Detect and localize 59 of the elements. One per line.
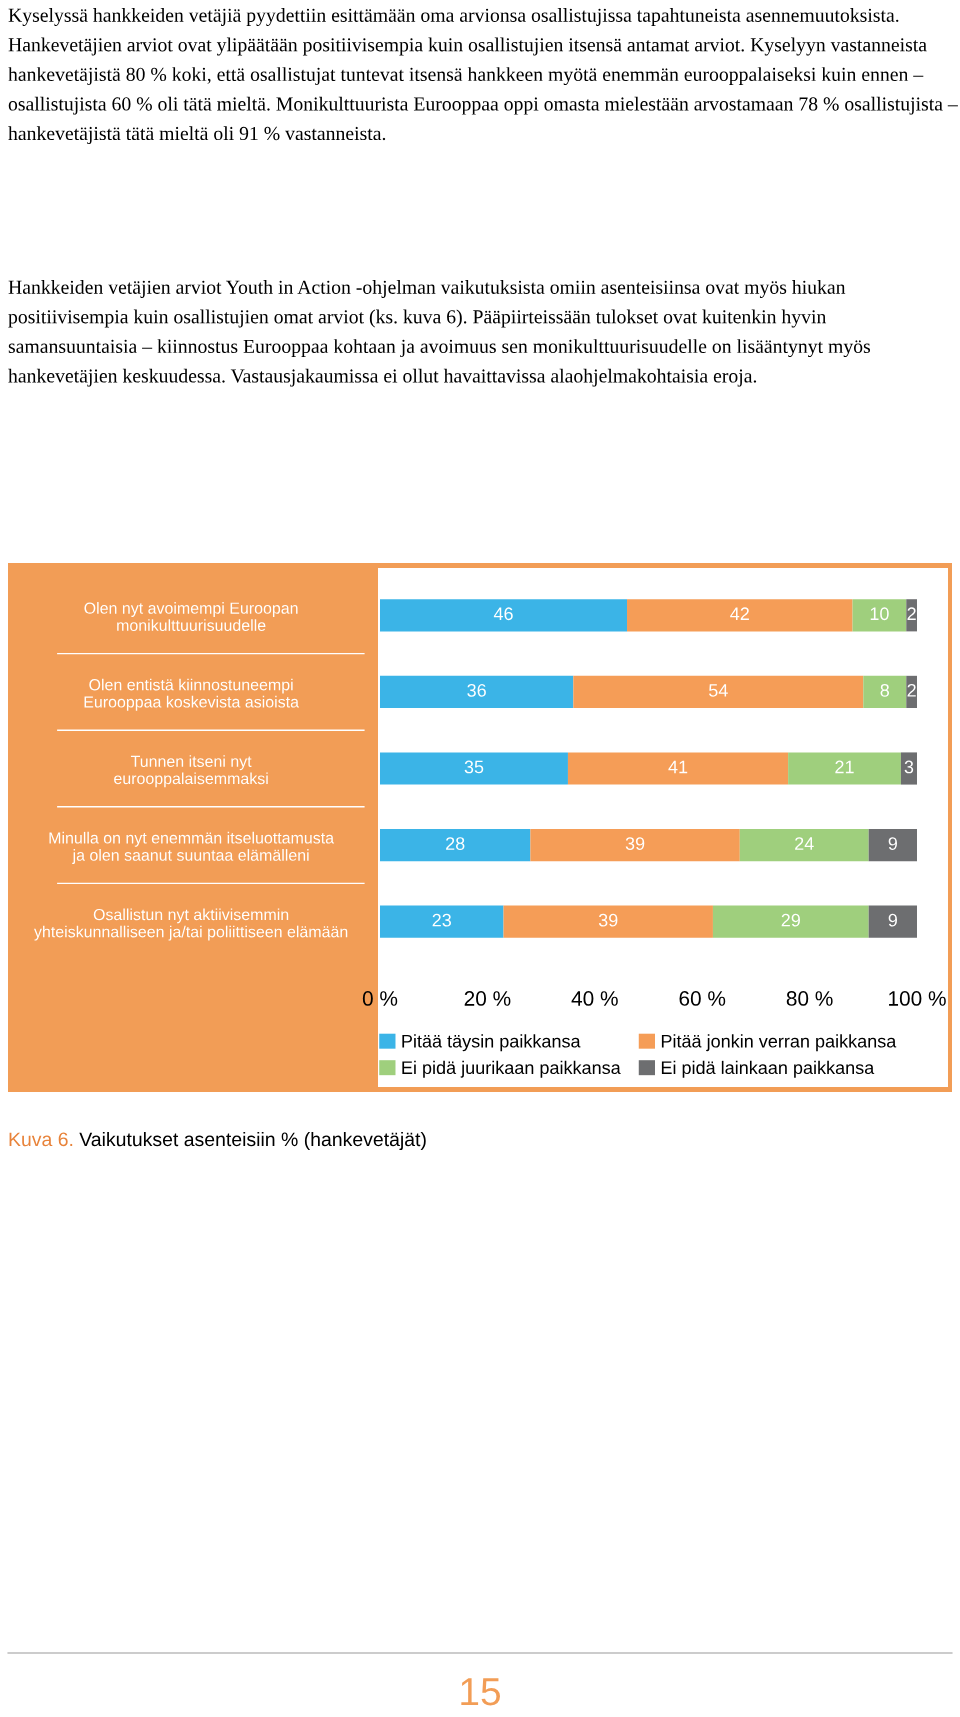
data-label: 36 — [467, 683, 486, 697]
data-label: 9 — [888, 837, 897, 850]
bar — [380, 752, 568, 785]
bar — [788, 752, 901, 785]
bar — [868, 829, 917, 862]
bar — [852, 599, 907, 632]
y-tick-label: Tunnen itseni nyt eurooppalaisemmaksi — [114, 755, 268, 788]
legend-label: Pitää täysin paikkansa — [402, 1034, 581, 1052]
data-label: 54 — [708, 684, 728, 697]
data-label: 2 — [907, 683, 916, 697]
bar — [900, 752, 917, 785]
bar — [530, 829, 740, 862]
data-label: 2 — [907, 607, 916, 620]
x-tick-label: 0 % — [362, 991, 398, 1006]
bar — [906, 599, 917, 632]
bar — [380, 599, 628, 632]
data-label: 29 — [781, 913, 800, 927]
data-label: 46 — [493, 607, 513, 621]
data-label: 39 — [625, 837, 645, 850]
legend-label: Ei pidä juurikaan paikkansa — [402, 1060, 621, 1078]
bar — [567, 752, 789, 785]
data-label: 3 — [904, 760, 914, 774]
bar — [503, 905, 713, 938]
data-label: 10 — [870, 607, 889, 621]
x-tick-label: 100 % — [889, 991, 946, 1006]
data-label: 24 — [795, 837, 814, 850]
y-tick-label: Minulla on nyt enemmän itseluottamusta ja olen saanut suuntaa elämälleni — [49, 831, 335, 864]
data-label: 35 — [464, 760, 484, 774]
text: Hankkeiden vetäjien arviot Youth in Action -ohjelman vaikutuksista omiin asenteisiinsa ovat myös hiukan positiivisempia kuin osallistujien omat arviot (ks. kuva 6). Pääpiirteissään tulokset ovat kuitenkin hyvin samansuuntaisia – kiinnostus Eurooppaa kohtaan ja avoimuus sen monikulttuurisuudelle on lisääntynyt myös hankevetäjien keskuudessa. Vastausjakaumissa ei ollut havaittavissa alaohjelmakohtaisia eroja. — [8, 280, 871, 387]
bar — [739, 829, 869, 862]
bar — [380, 905, 504, 938]
data-label: 9 — [888, 913, 897, 927]
data-label: 28 — [446, 837, 465, 850]
bar — [712, 905, 869, 938]
y-tick-label: Olen entistä kiinnostuneempi Eurooppaa koskevista asioista — [84, 678, 299, 711]
text: 15 — [461, 1678, 500, 1706]
legend-label: Pitää jonkin verran paikkansa — [661, 1034, 897, 1052]
y-tick-label: Olen nyt avoimempi Euroopan monikulttuurisuudelle — [84, 602, 298, 631]
x-tick-label: 20 % — [464, 991, 511, 1006]
data-label: 41 — [668, 760, 688, 774]
data-label: 42 — [730, 607, 749, 620]
bar — [573, 675, 864, 708]
text: Vaikutukset asenteisiin % (hankevetäjät) — [79, 1131, 426, 1151]
legend-label: Ei pidä lainkaan paikkansa — [661, 1060, 875, 1078]
bar — [380, 829, 531, 862]
y-tick-label: Osallistun nyt aktiivisemmin yhteiskunnalliseen ja/tai poliittiseen elämään — [34, 908, 348, 941]
bar — [627, 599, 853, 632]
data-label: 23 — [432, 913, 451, 927]
x-tick-label: 60 % — [679, 991, 726, 1006]
x-tick-label: 40 % — [571, 991, 618, 1006]
data-label: 21 — [835, 760, 854, 774]
text: Kuva 6. — [9, 1132, 73, 1147]
bar — [863, 675, 907, 708]
data-label: 39 — [598, 913, 618, 927]
text: Kyselyssä hankkeiden vetäjiä pyydettiin esittämään oma arvionsa osallistujissa tapahtuneista asennemuutoksista. Hankevetäjien arviot ovat ylipäätään positiivisempia kuin osallistujien itsensä antamat arviot. Kyselyyn vastanneista hankevetäjistä 80 % koki, että osallistujat tuntevat itsensä hankkeen myötä enemmän eurooppalaiseksi kuin ennen – osallistujista 60 % oli tätä mieltä. Monikulttuurista Eurooppaa oppi omasta mielestään arvostamaan 78 % osallistujista – hankevetäjistä tätä mieltä oli 91 % vastanneista. — [8, 8, 958, 145]
bar — [380, 675, 574, 708]
data-label: 8 — [880, 683, 890, 697]
x-tick-label: 80 % — [786, 991, 833, 1006]
bar — [868, 905, 917, 938]
